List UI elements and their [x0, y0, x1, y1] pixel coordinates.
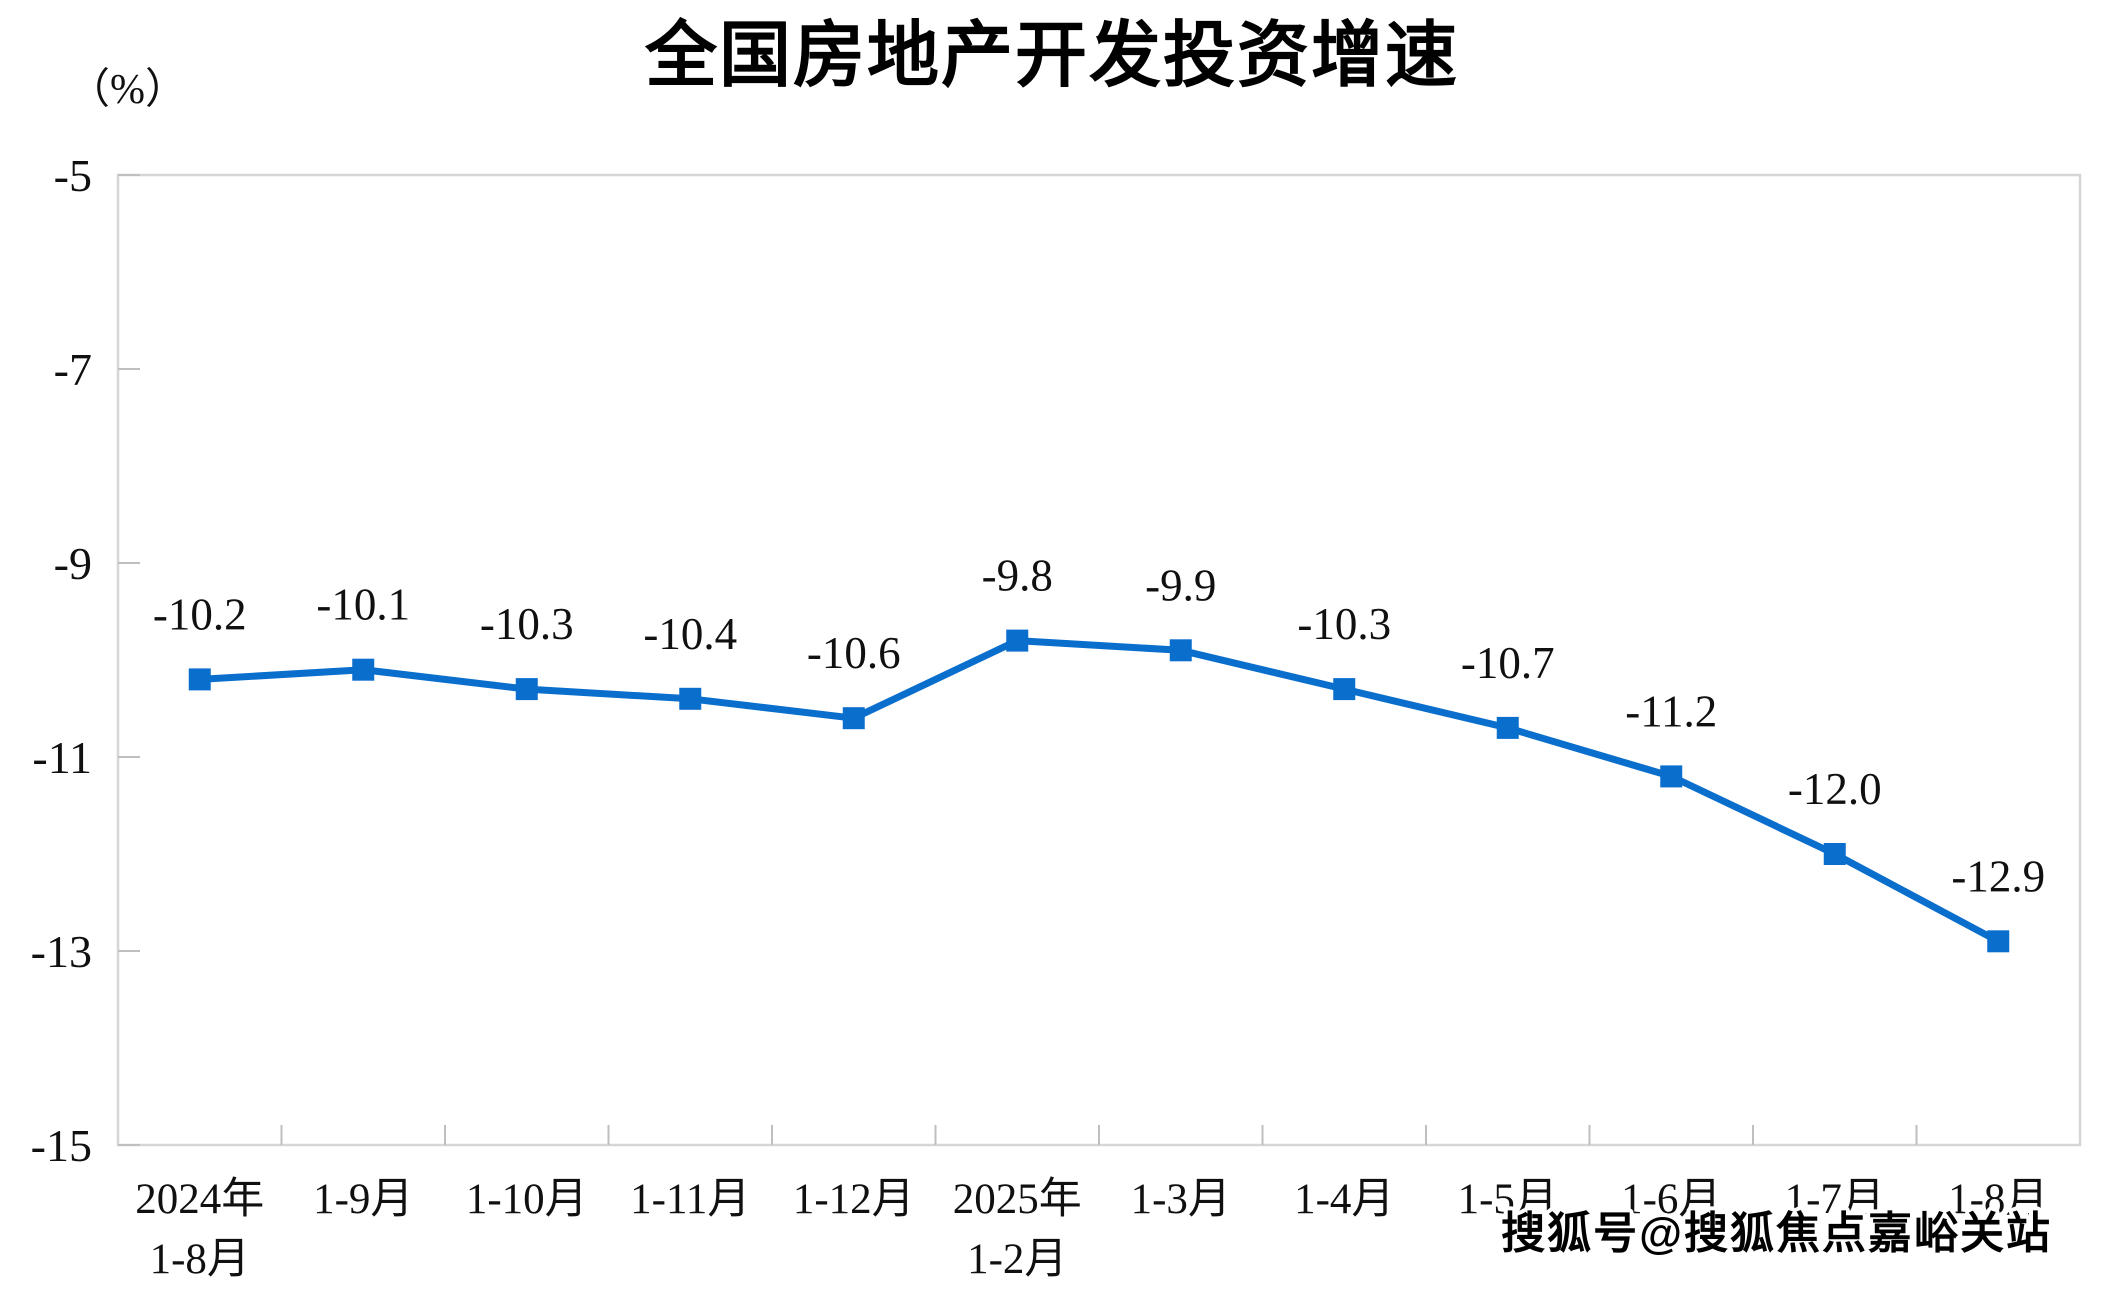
data-point-label: -9.8: [982, 551, 1053, 601]
data-point-marker: [188, 668, 211, 691]
data-point-marker: [1333, 678, 1356, 701]
x-category-label: 1-3月: [1131, 1176, 1231, 1223]
x-category-label: 1-5月: [1458, 1176, 1558, 1223]
data-point-marker: [1496, 716, 1519, 739]
y-tick-label: -13: [31, 926, 92, 977]
data-point-marker: [352, 658, 375, 681]
y-axis-unit-label: （%）: [68, 67, 187, 113]
y-tick-label: -15: [31, 1120, 92, 1171]
y-tick-label: -7: [54, 344, 92, 395]
data-point-label: -10.6: [807, 628, 901, 678]
watermark: 搜狐号@搜狐焦点嘉峪关站: [1501, 1209, 2052, 1258]
x-category-label: 1-7月: [1785, 1176, 1885, 1223]
plot-border: [116, 173, 2082, 1147]
x-category-label: 1-9月: [313, 1176, 413, 1223]
x-category-label: 1-4月: [1294, 1176, 1394, 1223]
x-category-label: 1-10月: [466, 1176, 588, 1223]
trend-line: [196, 637, 2002, 945]
data-point-label: -12.0: [1788, 764, 1882, 814]
x-category-label: 2025年: [953, 1176, 1082, 1223]
data-point-marker: [1823, 843, 1846, 865]
x-category-label: 2024年: [135, 1176, 264, 1223]
x-category-label: 1-11月: [630, 1176, 750, 1223]
data-point-label: -11.2: [1625, 686, 1717, 736]
data-point-label: -10.3: [1297, 599, 1391, 649]
data-point-marker: [1169, 639, 1192, 662]
y-tick-label: -5: [54, 150, 92, 201]
data-point-label: -12.9: [1951, 851, 2045, 901]
x-category-label: 1-2月: [967, 1236, 1067, 1283]
data-point-label: -10.1: [316, 580, 410, 630]
data-point-label: -10.4: [643, 609, 737, 659]
data-point-marker: [679, 687, 702, 710]
x-category-label: 1-8月: [150, 1236, 250, 1283]
data-point-label: -10.7: [1461, 638, 1555, 688]
data-point-label: -10.3: [480, 599, 574, 649]
y-tick-label: -9: [54, 538, 92, 589]
y-tick-label: -11: [32, 732, 92, 783]
data-point-marker: [1006, 629, 1029, 652]
data-point-marker: [515, 678, 538, 701]
x-category-label: 1-12月: [793, 1176, 915, 1223]
chart-title: 全国房地产开发投资增速: [644, 16, 1459, 96]
data-point-marker: [842, 707, 865, 730]
data-point-marker: [1660, 765, 1683, 788]
data-point-label: -10.2: [153, 589, 247, 639]
plot-area: -5 -7 -9 -11 -13 -15 2024年 1-8月 1-9月 1-10月 1-11月 1-…: [31, 150, 2082, 1283]
data-point-marker: [1987, 930, 2010, 953]
x-category-label: 1-8月: [1948, 1176, 2048, 1223]
data-point-label: -9.9: [1145, 560, 1216, 610]
x-category-label: 1-6月: [1621, 1176, 1721, 1223]
